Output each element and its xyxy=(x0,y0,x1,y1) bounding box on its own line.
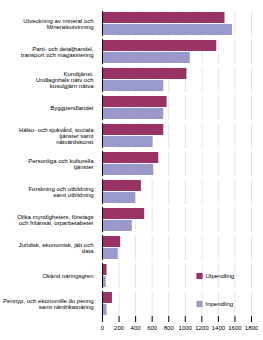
svg-text:1400: 1400 xyxy=(212,325,226,331)
svg-text:Hälso- och sjukvård, socialatj: Hälso- och sjukvård, socialatjänster sam… xyxy=(19,127,94,145)
svg-text:1600: 1600 xyxy=(228,325,242,331)
svg-text:Personliga och kulturellatjäns: Personliga och kulturellatjänster xyxy=(28,158,94,170)
svg-text:1200: 1200 xyxy=(195,325,209,331)
svg-text:Okänd näringsgren: Okänd näringsgren xyxy=(42,273,93,279)
svg-text:1800: 1800 xyxy=(245,325,259,331)
svg-text:200: 200 xyxy=(114,325,125,331)
svg-text:400: 400 xyxy=(131,325,142,331)
svg-text:Utpendling: Utpendling xyxy=(206,273,235,279)
svg-text:Olika myndigheters, företagsoc: Olika myndigheters, företagsoch frilansa… xyxy=(17,214,93,226)
svg-text:Juridisk, ekonomisk, jätt ochd: Juridisk, ekonomisk, jätt ochdata xyxy=(18,242,94,254)
svg-text:0: 0 xyxy=(101,325,105,331)
svg-text:800: 800 xyxy=(164,325,175,331)
svg-text:Utveckning av mineral ochMiner: Utveckning av mineral ochMineralsutvinni… xyxy=(23,18,93,30)
svg-text:Inpendling: Inpendling xyxy=(206,301,234,307)
svg-text:1000: 1000 xyxy=(179,325,193,331)
svg-text:Forskning och utbildningsamt u: Forskning och utbildningsamt utbildning xyxy=(28,186,93,198)
svg-text:Kundtjänst,Undlagnhals nätv oc: Kundtjänst,Undlagnhals nätv ochkusolgjär… xyxy=(36,71,94,89)
svg-text:600: 600 xyxy=(147,325,158,331)
svg-text:Parti- och detaljhandel,transp: Parti- och detaljhandel,transport och ma… xyxy=(21,46,94,58)
svg-text:Byggpendlandet: Byggpendlandet xyxy=(50,105,94,111)
svg-text:Pennyp, och ekonomille du penn: Pennyp, och ekonomille du penngsamt närd… xyxy=(3,298,93,310)
